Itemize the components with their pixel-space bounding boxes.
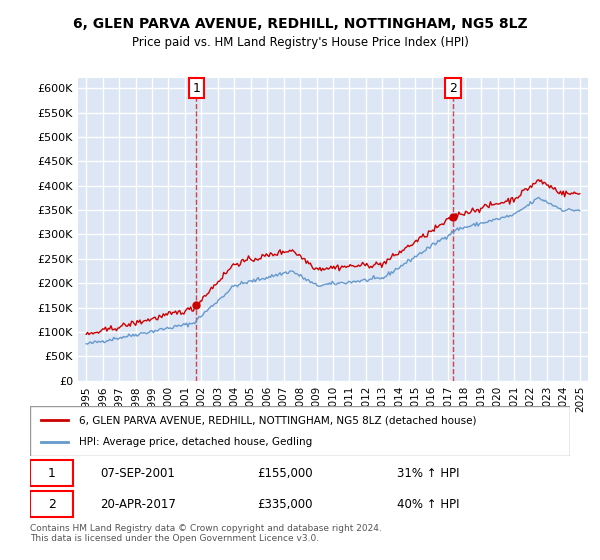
Text: 2: 2 [47,497,56,511]
Text: £335,000: £335,000 [257,497,312,511]
Text: £155,000: £155,000 [257,466,313,480]
FancyBboxPatch shape [30,460,73,486]
Text: 6, GLEN PARVA AVENUE, REDHILL, NOTTINGHAM, NG5 8LZ (detached house): 6, GLEN PARVA AVENUE, REDHILL, NOTTINGHA… [79,415,476,425]
Text: 31% ↑ HPI: 31% ↑ HPI [397,466,460,480]
Text: 1: 1 [193,82,200,95]
Text: 6, GLEN PARVA AVENUE, REDHILL, NOTTINGHAM, NG5 8LZ: 6, GLEN PARVA AVENUE, REDHILL, NOTTINGHA… [73,17,527,31]
Text: 20-APR-2017: 20-APR-2017 [100,497,176,511]
Text: Price paid vs. HM Land Registry's House Price Index (HPI): Price paid vs. HM Land Registry's House … [131,36,469,49]
Text: 1: 1 [47,466,56,480]
Text: 40% ↑ HPI: 40% ↑ HPI [397,497,460,511]
Text: 2: 2 [449,82,457,95]
Text: 07-SEP-2001: 07-SEP-2001 [100,466,175,480]
Text: Contains HM Land Registry data © Crown copyright and database right 2024.
This d: Contains HM Land Registry data © Crown c… [30,524,382,543]
FancyBboxPatch shape [30,491,73,517]
FancyBboxPatch shape [30,406,570,456]
Text: HPI: Average price, detached house, Gedling: HPI: Average price, detached house, Gedl… [79,437,312,447]
